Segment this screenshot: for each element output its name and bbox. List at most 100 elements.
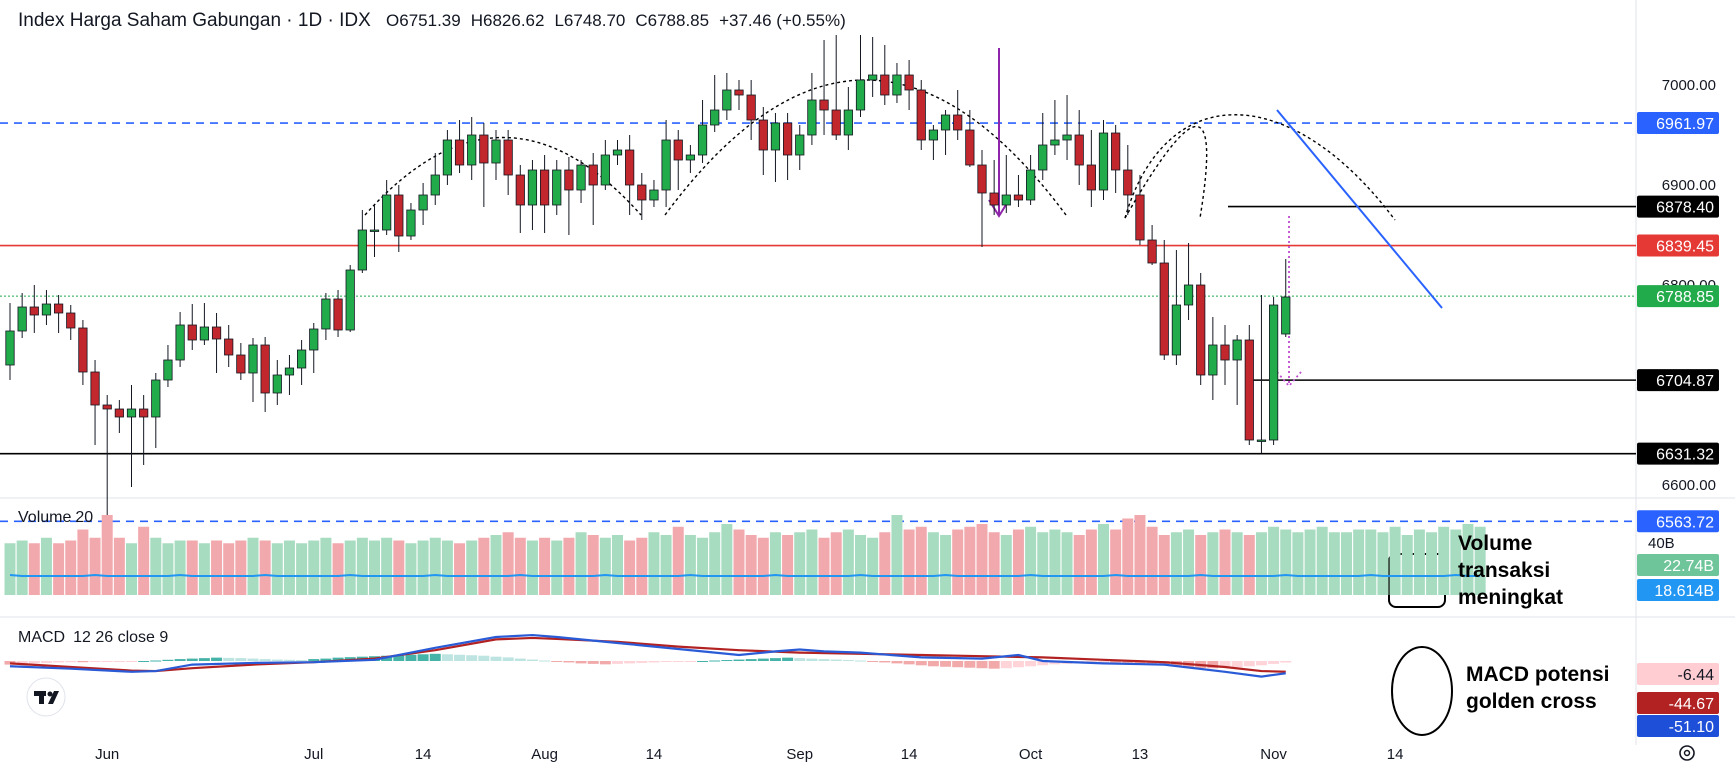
volume-bar	[575, 532, 587, 595]
candle-body	[333, 298, 343, 331]
volume-bar	[356, 537, 368, 595]
macd-histogram-bar	[393, 655, 405, 661]
macd-histogram-bar	[526, 659, 538, 661]
macd-histogram-bar	[624, 661, 636, 664]
macd-signal-badge-bg	[1637, 692, 1719, 714]
macd-histogram-bar	[709, 660, 721, 662]
time-axis-tick: Nov	[1260, 746, 1287, 763]
candle-body	[953, 114, 963, 131]
candle-body	[454, 139, 465, 166]
volume-bar	[1341, 532, 1352, 595]
macd-histogram-bar	[891, 661, 903, 664]
macd-histogram-bar	[636, 661, 648, 663]
candle-body	[66, 312, 76, 329]
volume-bar	[940, 535, 952, 595]
time-axis-tick: 14	[415, 746, 432, 763]
volume-bar	[283, 540, 295, 595]
price-badge-6788.85-bg	[1637, 285, 1719, 308]
macd-histogram-bar	[454, 654, 466, 661]
candle-body	[722, 89, 732, 111]
candle-body	[369, 229, 380, 232]
time-axis-tick: 14	[1387, 746, 1404, 763]
volume-bar	[1085, 529, 1097, 595]
volume-bar	[332, 543, 344, 595]
candle-body	[102, 404, 112, 410]
macd-histogram-bar	[28, 661, 40, 664]
candle-body	[41, 303, 52, 316]
candle-body	[783, 122, 793, 156]
price-badge-6563.72-bg	[1637, 510, 1719, 533]
volume-series	[4, 515, 1486, 595]
candle-body	[1013, 194, 1024, 201]
volume-bar	[587, 535, 599, 595]
macd-hist-badge: -6.44	[1678, 667, 1715, 684]
volume-ma-line	[9, 573, 1481, 577]
settings-gear-icon[interactable]	[1679, 745, 1695, 761]
volume-bar	[660, 535, 672, 595]
macd-highlight-circle	[1391, 646, 1453, 736]
candle-body	[126, 408, 137, 418]
candle-body	[1038, 144, 1048, 171]
candle-body	[625, 149, 635, 186]
volume-bar	[405, 543, 417, 595]
volume-bar	[1219, 529, 1231, 595]
volume-bar	[891, 515, 903, 595]
candle-body	[491, 139, 501, 164]
volume-bar	[478, 537, 490, 595]
volume-bar	[757, 537, 769, 595]
candle-body	[977, 164, 987, 194]
time-axis-tick: 14	[901, 746, 918, 763]
volume-bar	[344, 540, 356, 595]
macd-histogram-bar	[782, 657, 794, 661]
price-badge-6878.40: 6878.40	[1656, 200, 1714, 217]
candle-body	[139, 408, 149, 418]
macd-histogram-bar	[855, 660, 866, 662]
volume-bar	[40, 537, 52, 595]
macd-histogram-bar	[1049, 661, 1061, 665]
ohlc-close: C6788.85	[635, 11, 710, 30]
macd-histogram-bar	[563, 661, 575, 663]
candle-body	[904, 74, 914, 91]
macd-histogram-bar	[1098, 661, 1109, 663]
volume-pane-label[interactable]: Volume 20	[18, 509, 93, 527]
volume-bar	[1426, 532, 1438, 595]
symbol-title[interactable]: Index Harga Saham Gabungan · 1D · IDX	[18, 10, 371, 31]
macd-histogram-bar	[879, 661, 891, 663]
volume-bar	[113, 537, 125, 595]
volume-bar	[1012, 529, 1024, 595]
price-axis-tick: 6600.00	[1662, 477, 1716, 494]
chart-header: Index Harga Saham Gabungan · 1D · IDX O6…	[18, 10, 856, 32]
macd-histogram-bar	[1110, 661, 1122, 663]
time-axis-tick: Aug	[531, 746, 558, 763]
candle-body	[697, 124, 708, 156]
volume-bar	[514, 537, 526, 595]
candle-body	[540, 169, 550, 206]
volume-bar	[1280, 529, 1292, 595]
volume-bar	[308, 540, 320, 595]
macd-pane-label[interactable]: MACD 12 26 close 9	[18, 629, 168, 647]
volume-bar	[782, 535, 794, 595]
volume-bar	[927, 532, 939, 595]
volume-bar	[1389, 526, 1401, 595]
volume-bar	[1462, 524, 1474, 595]
candle-body	[260, 344, 270, 394]
volume-bar	[636, 537, 648, 595]
volume-bar	[454, 543, 466, 595]
volume-bar	[806, 529, 818, 595]
macd-histogram-bar	[940, 661, 952, 667]
candle-body	[1256, 439, 1267, 442]
candle-body	[916, 89, 926, 141]
main-arc-drawing	[664, 79, 1067, 216]
candle-body	[1086, 164, 1096, 191]
volume-ma-badge: 18.614B	[1654, 583, 1714, 600]
candle-body	[321, 298, 331, 330]
macd-histogram-bar	[599, 661, 611, 665]
macd-histogram-bar	[235, 658, 247, 661]
volume-bar	[915, 526, 927, 595]
macd-histogram-bar	[308, 659, 320, 661]
price-badge-6631.32: 6631.32	[1656, 447, 1714, 464]
volume-bar	[612, 535, 623, 595]
candle-body	[272, 374, 282, 394]
macd-histogram-bar	[1122, 661, 1134, 663]
